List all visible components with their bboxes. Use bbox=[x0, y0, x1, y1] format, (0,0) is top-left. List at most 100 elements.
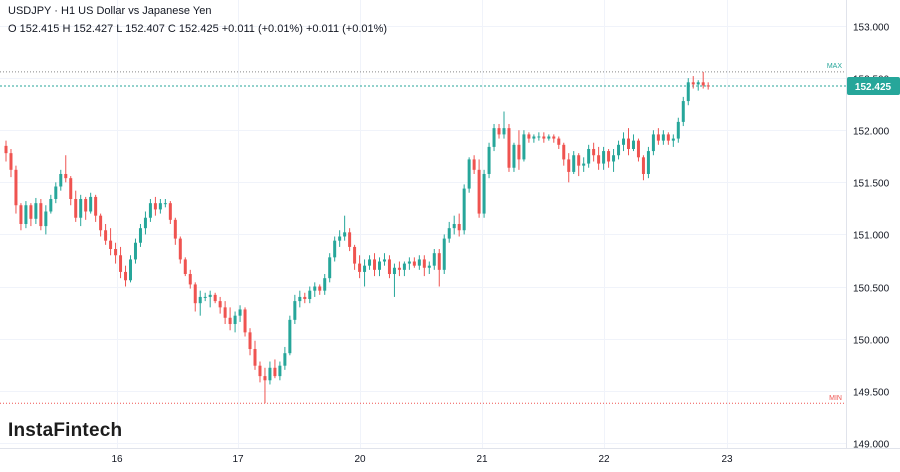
candle-body bbox=[253, 349, 257, 366]
candle-body bbox=[562, 144, 566, 160]
candle-body bbox=[427, 265, 431, 268]
candle-body bbox=[577, 155, 581, 166]
candle-body bbox=[636, 140, 640, 158]
y-tick-label: 149.500 bbox=[853, 388, 890, 399]
candle-body bbox=[597, 155, 601, 164]
high-value: 152.427 bbox=[73, 23, 114, 35]
y-tick-label: 152.000 bbox=[853, 127, 890, 138]
candle-body bbox=[308, 290, 312, 300]
candle-body bbox=[328, 257, 332, 279]
candle-body bbox=[363, 265, 367, 272]
max-label: MAX bbox=[827, 63, 843, 70]
candle-body bbox=[338, 236, 342, 241]
candle-body bbox=[158, 203, 162, 210]
candle-body bbox=[646, 151, 650, 174]
candle-body bbox=[29, 205, 33, 219]
grid bbox=[0, 0, 846, 448]
candle-body bbox=[681, 101, 685, 122]
candle-body bbox=[223, 307, 227, 318]
candle-body bbox=[482, 173, 486, 214]
x-tick-label: 20 bbox=[354, 454, 366, 465]
candle-body bbox=[641, 157, 645, 174]
candle-body bbox=[666, 134, 670, 141]
candle-body bbox=[348, 232, 352, 247]
candle-body bbox=[552, 136, 556, 139]
candle-body bbox=[691, 82, 695, 85]
candle-body bbox=[567, 159, 571, 172]
candle-body bbox=[153, 203, 157, 210]
candle-body bbox=[602, 151, 606, 164]
candle-body bbox=[293, 301, 297, 320]
candle-body bbox=[358, 263, 362, 272]
candle-body bbox=[203, 296, 207, 298]
candle-body bbox=[378, 261, 381, 270]
candle-body bbox=[701, 82, 705, 86]
candle-body bbox=[79, 198, 83, 218]
candle-body bbox=[612, 155, 616, 162]
candle-body bbox=[89, 196, 93, 212]
candle-body bbox=[462, 188, 466, 231]
candle-body bbox=[572, 155, 576, 172]
x-tick-label: 23 bbox=[721, 454, 733, 465]
candle-body bbox=[19, 205, 23, 224]
candle-body bbox=[547, 136, 551, 139]
candle-body bbox=[94, 196, 98, 216]
candle-body bbox=[457, 224, 461, 231]
candle-body bbox=[587, 148, 591, 164]
candle-body bbox=[492, 128, 496, 147]
candle-body bbox=[124, 271, 128, 281]
candle-body bbox=[283, 353, 287, 366]
candle-body bbox=[333, 240, 337, 258]
candle-body bbox=[671, 138, 675, 141]
candle-body bbox=[452, 224, 456, 229]
candle-body bbox=[651, 134, 655, 152]
candle-body bbox=[522, 134, 526, 160]
candle-body bbox=[512, 144, 516, 168]
candle-body bbox=[507, 128, 511, 168]
candle-body bbox=[59, 173, 63, 187]
candle-body bbox=[447, 228, 451, 239]
candle-body bbox=[487, 146, 491, 174]
candle-body bbox=[432, 253, 436, 266]
open-label: O bbox=[8, 23, 17, 35]
change-value: +0.011 (+0.01%) bbox=[221, 23, 303, 35]
time-axis[interactable]: 16 17 20 21 22 23 bbox=[111, 454, 733, 465]
candle-body bbox=[168, 203, 172, 220]
candle-body bbox=[198, 296, 202, 304]
candle-body bbox=[268, 367, 272, 381]
candle-body bbox=[49, 198, 53, 212]
symbol-description: US Dollar vs Japanese Yen bbox=[78, 5, 212, 17]
candle-body bbox=[442, 238, 446, 270]
candle-body bbox=[631, 140, 635, 149]
candle-body bbox=[163, 203, 167, 205]
candle-body bbox=[318, 286, 322, 291]
candle-body bbox=[69, 178, 73, 199]
candle-body bbox=[213, 294, 217, 302]
symbol-title: USDJPY · H1 US Dollar vs Japanese Yen bbox=[8, 5, 211, 17]
candle-body bbox=[627, 138, 630, 149]
candle-body bbox=[74, 198, 78, 218]
candle-body bbox=[472, 159, 476, 170]
symbol: USDJPY bbox=[8, 5, 52, 17]
candle-body bbox=[34, 203, 38, 219]
ohlc-legend: O 152.415 H 152.427 L 152.407 C 152.425 … bbox=[8, 23, 387, 35]
y-tick-label: 150.500 bbox=[853, 284, 890, 295]
candle-body bbox=[238, 309, 242, 316]
candle-body bbox=[39, 203, 43, 227]
candle-body bbox=[183, 259, 187, 275]
x-tick-label: 21 bbox=[476, 454, 488, 465]
candle-body bbox=[706, 85, 710, 87]
candle-body bbox=[537, 136, 541, 138]
x-tick-label: 17 bbox=[232, 454, 244, 465]
candle-body bbox=[696, 82, 700, 85]
candle-body bbox=[148, 203, 152, 218]
candle-body bbox=[4, 145, 8, 154]
x-tick-label: 16 bbox=[111, 454, 123, 465]
candle-body bbox=[278, 365, 282, 377]
candle-body bbox=[104, 230, 108, 241]
candle-body bbox=[402, 263, 406, 270]
low-value: 152.407 bbox=[125, 23, 165, 35]
candle-body bbox=[14, 169, 18, 206]
